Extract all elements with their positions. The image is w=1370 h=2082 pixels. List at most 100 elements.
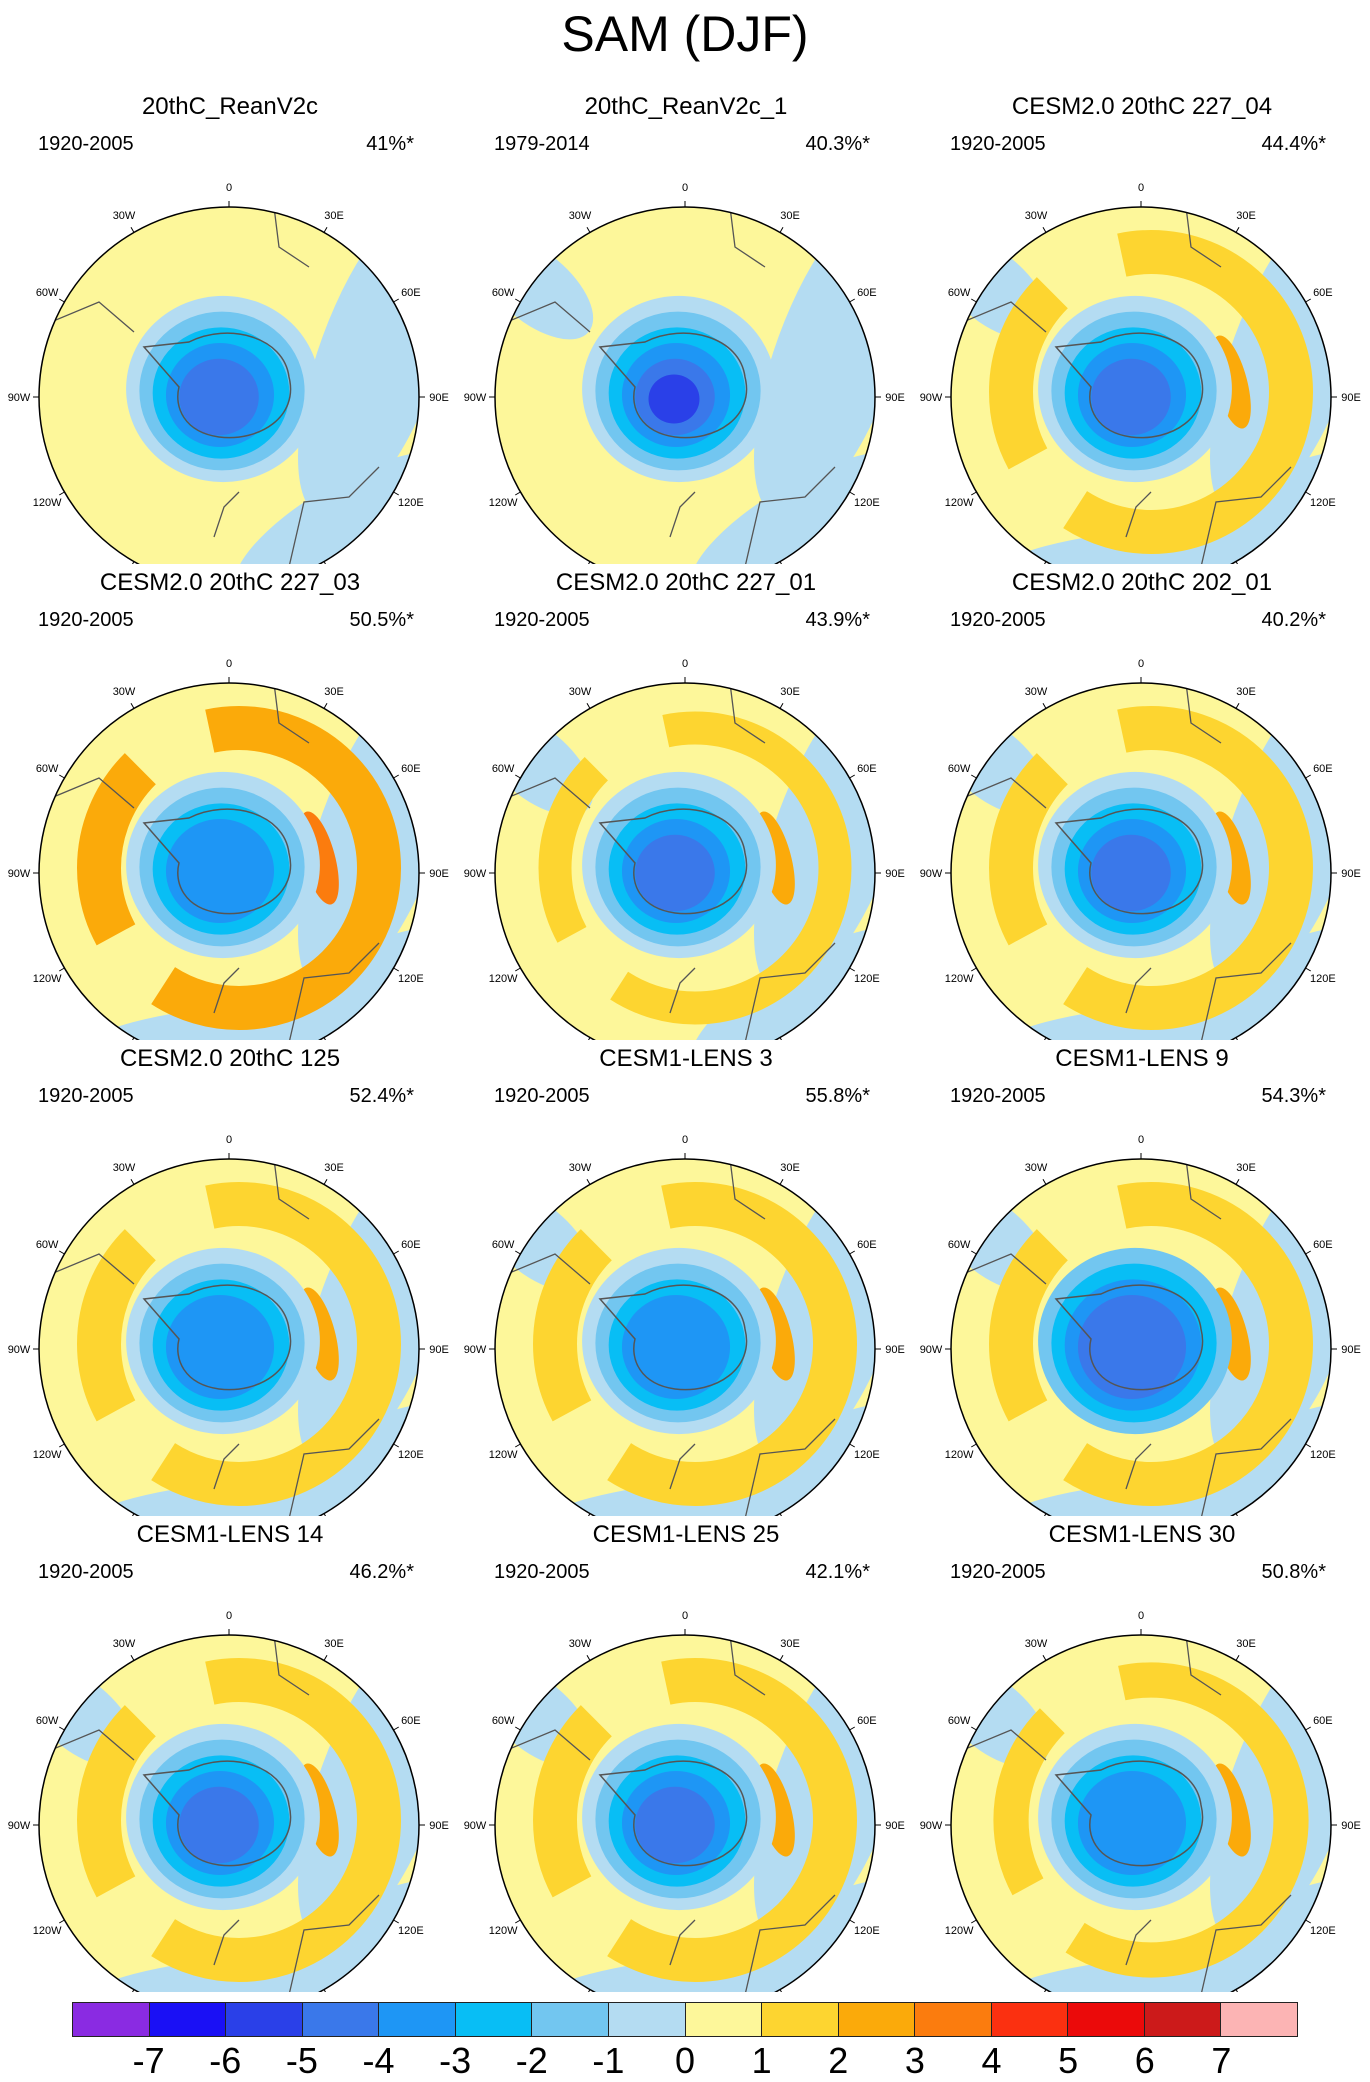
longitude-label: 60E	[1313, 763, 1333, 775]
antarctica-coastline	[1054, 808, 1204, 915]
longitude-label: 30W	[1025, 1162, 1048, 1174]
longitude-tick	[515, 491, 521, 496]
longitude-label: 90E	[885, 1344, 905, 1356]
continent-coastline	[213, 1919, 240, 1966]
panel-title: CESM2.0 20thC 227_04	[1011, 93, 1273, 120]
panel-variance: 40.2%*	[1261, 609, 1327, 631]
panel-variance: 44.4%*	[1261, 133, 1327, 155]
polar-negative-contour	[1077, 1771, 1187, 1875]
continent-coastline	[669, 1919, 696, 1966]
longitude-label: 90W	[8, 868, 31, 880]
longitude-tick	[132, 1513, 135, 1516]
longitude-tick	[515, 1250, 521, 1255]
longitude-tick	[971, 1726, 977, 1731]
continent-coastline	[744, 1894, 836, 1992]
continent-coastline	[288, 1418, 380, 1516]
longitude-tick	[393, 491, 399, 496]
continent-coastline	[495, 301, 591, 333]
polar-negative-contour	[1091, 358, 1171, 436]
longitude-tick	[1042, 703, 1047, 709]
longitude-label: 60E	[857, 763, 877, 775]
longitude-label: 120E	[1310, 973, 1336, 985]
longitude-label: 120W	[945, 497, 974, 509]
panel-period: 1920-2005	[494, 1561, 590, 1583]
longitude-label: 30W	[1025, 1638, 1048, 1650]
longitude-label: 120W	[945, 1449, 974, 1461]
colorbar-cell	[532, 2003, 609, 2036]
longitude-tick	[1305, 298, 1311, 303]
continent-coastline	[213, 967, 240, 1014]
colorbar-cell	[1221, 2003, 1297, 2036]
colorbar-cell	[608, 2003, 686, 2036]
longitude-tick	[515, 967, 521, 972]
longitude-label: 90E	[429, 1344, 449, 1356]
longitude-tick	[393, 967, 399, 972]
continent-coastline	[288, 942, 380, 1040]
contour-field	[39, 207, 419, 564]
longitude-tick	[971, 298, 977, 303]
longitude-label: 120E	[398, 1925, 424, 1937]
continent-coastline	[273, 1159, 310, 1220]
panel-variance: 50.8%*	[1261, 1561, 1327, 1583]
map-panel: 030E60E90E120E150E180150W120W90W60W30WCE…	[914, 1044, 1370, 1516]
colorbar-tick-label: -6	[209, 2040, 242, 2081]
panel-variance: 43.9%*	[805, 609, 871, 631]
longitude-tick	[779, 1513, 782, 1516]
longitude-tick	[515, 1919, 521, 1924]
polar-negative-contour	[635, 834, 715, 912]
positive-anomaly-ring	[993, 1662, 1309, 1978]
panel-period: 1920-2005	[494, 609, 590, 631]
continent-coastline	[495, 1729, 591, 1761]
polar-map: 030E60E90E120E150E180150W120W90W60W30W	[920, 658, 1361, 1040]
longitude-tick	[849, 1443, 855, 1448]
longitude-tick	[1305, 1443, 1311, 1448]
longitude-tick	[586, 227, 591, 233]
longitude-label: 60E	[401, 287, 421, 299]
polar-map: 030E60E90E120E150E180150W120W90W60W30W	[464, 658, 905, 1040]
longitude-tick	[515, 1443, 521, 1448]
longitude-tick	[393, 1919, 399, 1924]
contour-field	[495, 1159, 875, 1516]
longitude-tick	[971, 1919, 977, 1924]
continent-coastline	[1200, 466, 1292, 564]
longitude-label: 120W	[33, 1449, 62, 1461]
contour-field	[951, 1635, 1331, 1992]
longitude-label: 60W	[948, 1239, 971, 1251]
longitude-label: 120E	[1310, 1925, 1336, 1937]
longitude-label: 90E	[429, 392, 449, 404]
longitude-tick	[588, 1037, 591, 1040]
polar-negative-contour	[179, 358, 259, 436]
longitude-tick	[1235, 703, 1240, 709]
longitude-tick	[971, 774, 977, 779]
longitude-label: 0	[1138, 1134, 1144, 1146]
longitude-tick	[1305, 1919, 1311, 1924]
contour-field	[495, 207, 875, 564]
antarctica-coastline	[142, 808, 292, 915]
longitude-label: 0	[682, 1134, 688, 1146]
longitude-label: 120E	[854, 497, 880, 509]
colorbar-cell	[915, 2003, 992, 2036]
colorbar-cell	[1144, 2003, 1222, 2036]
continent-coastline	[1125, 491, 1152, 538]
longitude-label: 30E	[324, 1162, 344, 1174]
longitude-label: 90W	[464, 1820, 487, 1832]
continent-coastline	[951, 301, 1047, 333]
longitude-label: 60W	[492, 763, 515, 775]
longitude-label: 30E	[780, 1162, 800, 1174]
positive-anomaly-ring	[989, 230, 1313, 554]
panel-title: CESM2.0 20thC 125	[119, 1045, 341, 1072]
longitude-label: 90W	[464, 1344, 487, 1356]
negative-anomaly-patch	[525, 1482, 825, 1516]
panel-variance: 40.3%*	[805, 133, 871, 155]
longitude-tick	[393, 774, 399, 779]
longitude-label: 60E	[1313, 287, 1333, 299]
antarctica-coastline	[1054, 1760, 1204, 1867]
contour-field	[495, 683, 875, 1040]
longitude-label: 120W	[33, 497, 62, 509]
longitude-label: 120E	[398, 1449, 424, 1461]
longitude-label: 30W	[113, 1162, 136, 1174]
longitude-label: 0	[226, 1610, 232, 1622]
continent-coastline	[951, 1253, 1047, 1285]
longitude-label: 30E	[324, 686, 344, 698]
longitude-label: 90E	[1341, 1344, 1361, 1356]
